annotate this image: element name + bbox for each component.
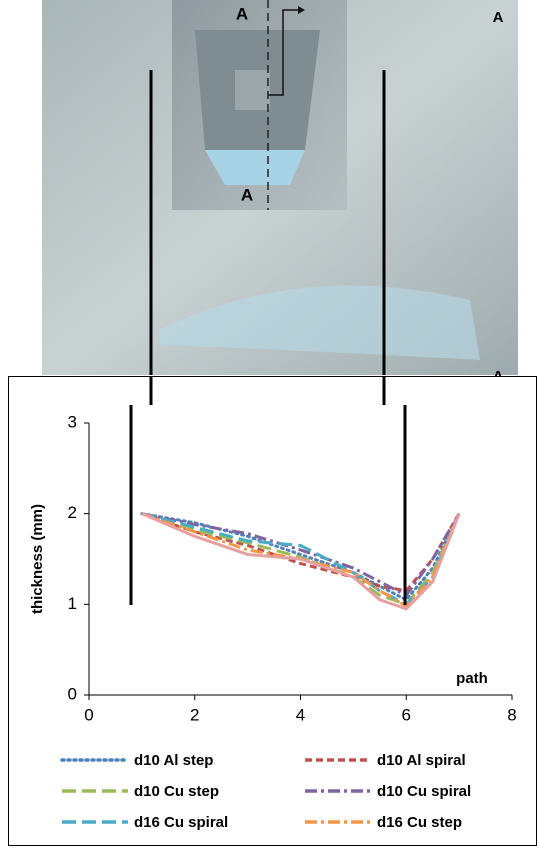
x-tick-label: 0 (84, 705, 93, 724)
photo-pocket-bottom (235, 70, 270, 110)
plot: 0 1 2 3 0 2 4 6 8 (68, 412, 517, 724)
section-label: A (493, 9, 504, 26)
annotation: path (456, 670, 488, 687)
chart-frame (8, 376, 537, 846)
legend-label: d10 Cu spiral (377, 783, 471, 800)
section-label: A (241, 185, 253, 204)
series-line (141, 512, 461, 611)
legend-label: d16 Cu step (377, 814, 462, 831)
photo-pocket-wall (205, 150, 305, 185)
x-tick-label: 8 (507, 705, 516, 724)
legend-label: d10 Al spiral (377, 752, 466, 769)
y-axis-label: thickness (mm) (29, 504, 46, 614)
legend-label: d16 Cu spiral (134, 814, 228, 831)
x-tick-label: 6 (402, 705, 411, 724)
series-line (141, 512, 461, 608)
legend-label: d10 Cu step (134, 783, 219, 800)
photo-highlight (160, 285, 480, 360)
section-label: A (236, 4, 248, 23)
arrow-head (298, 6, 305, 14)
photo: A A A A (42, 0, 518, 385)
y-tick-label: 0 (68, 684, 77, 703)
y-tick-label: 1 (68, 594, 77, 613)
section-arrow (268, 9, 298, 96)
y-tick-label: 2 (68, 503, 77, 522)
legend-label: d10 Al step (134, 752, 213, 769)
x-tick-label: 2 (190, 705, 199, 724)
x-tick-label: 4 (296, 705, 305, 724)
series-line (141, 512, 461, 597)
y-tick-label: 3 (68, 412, 77, 431)
